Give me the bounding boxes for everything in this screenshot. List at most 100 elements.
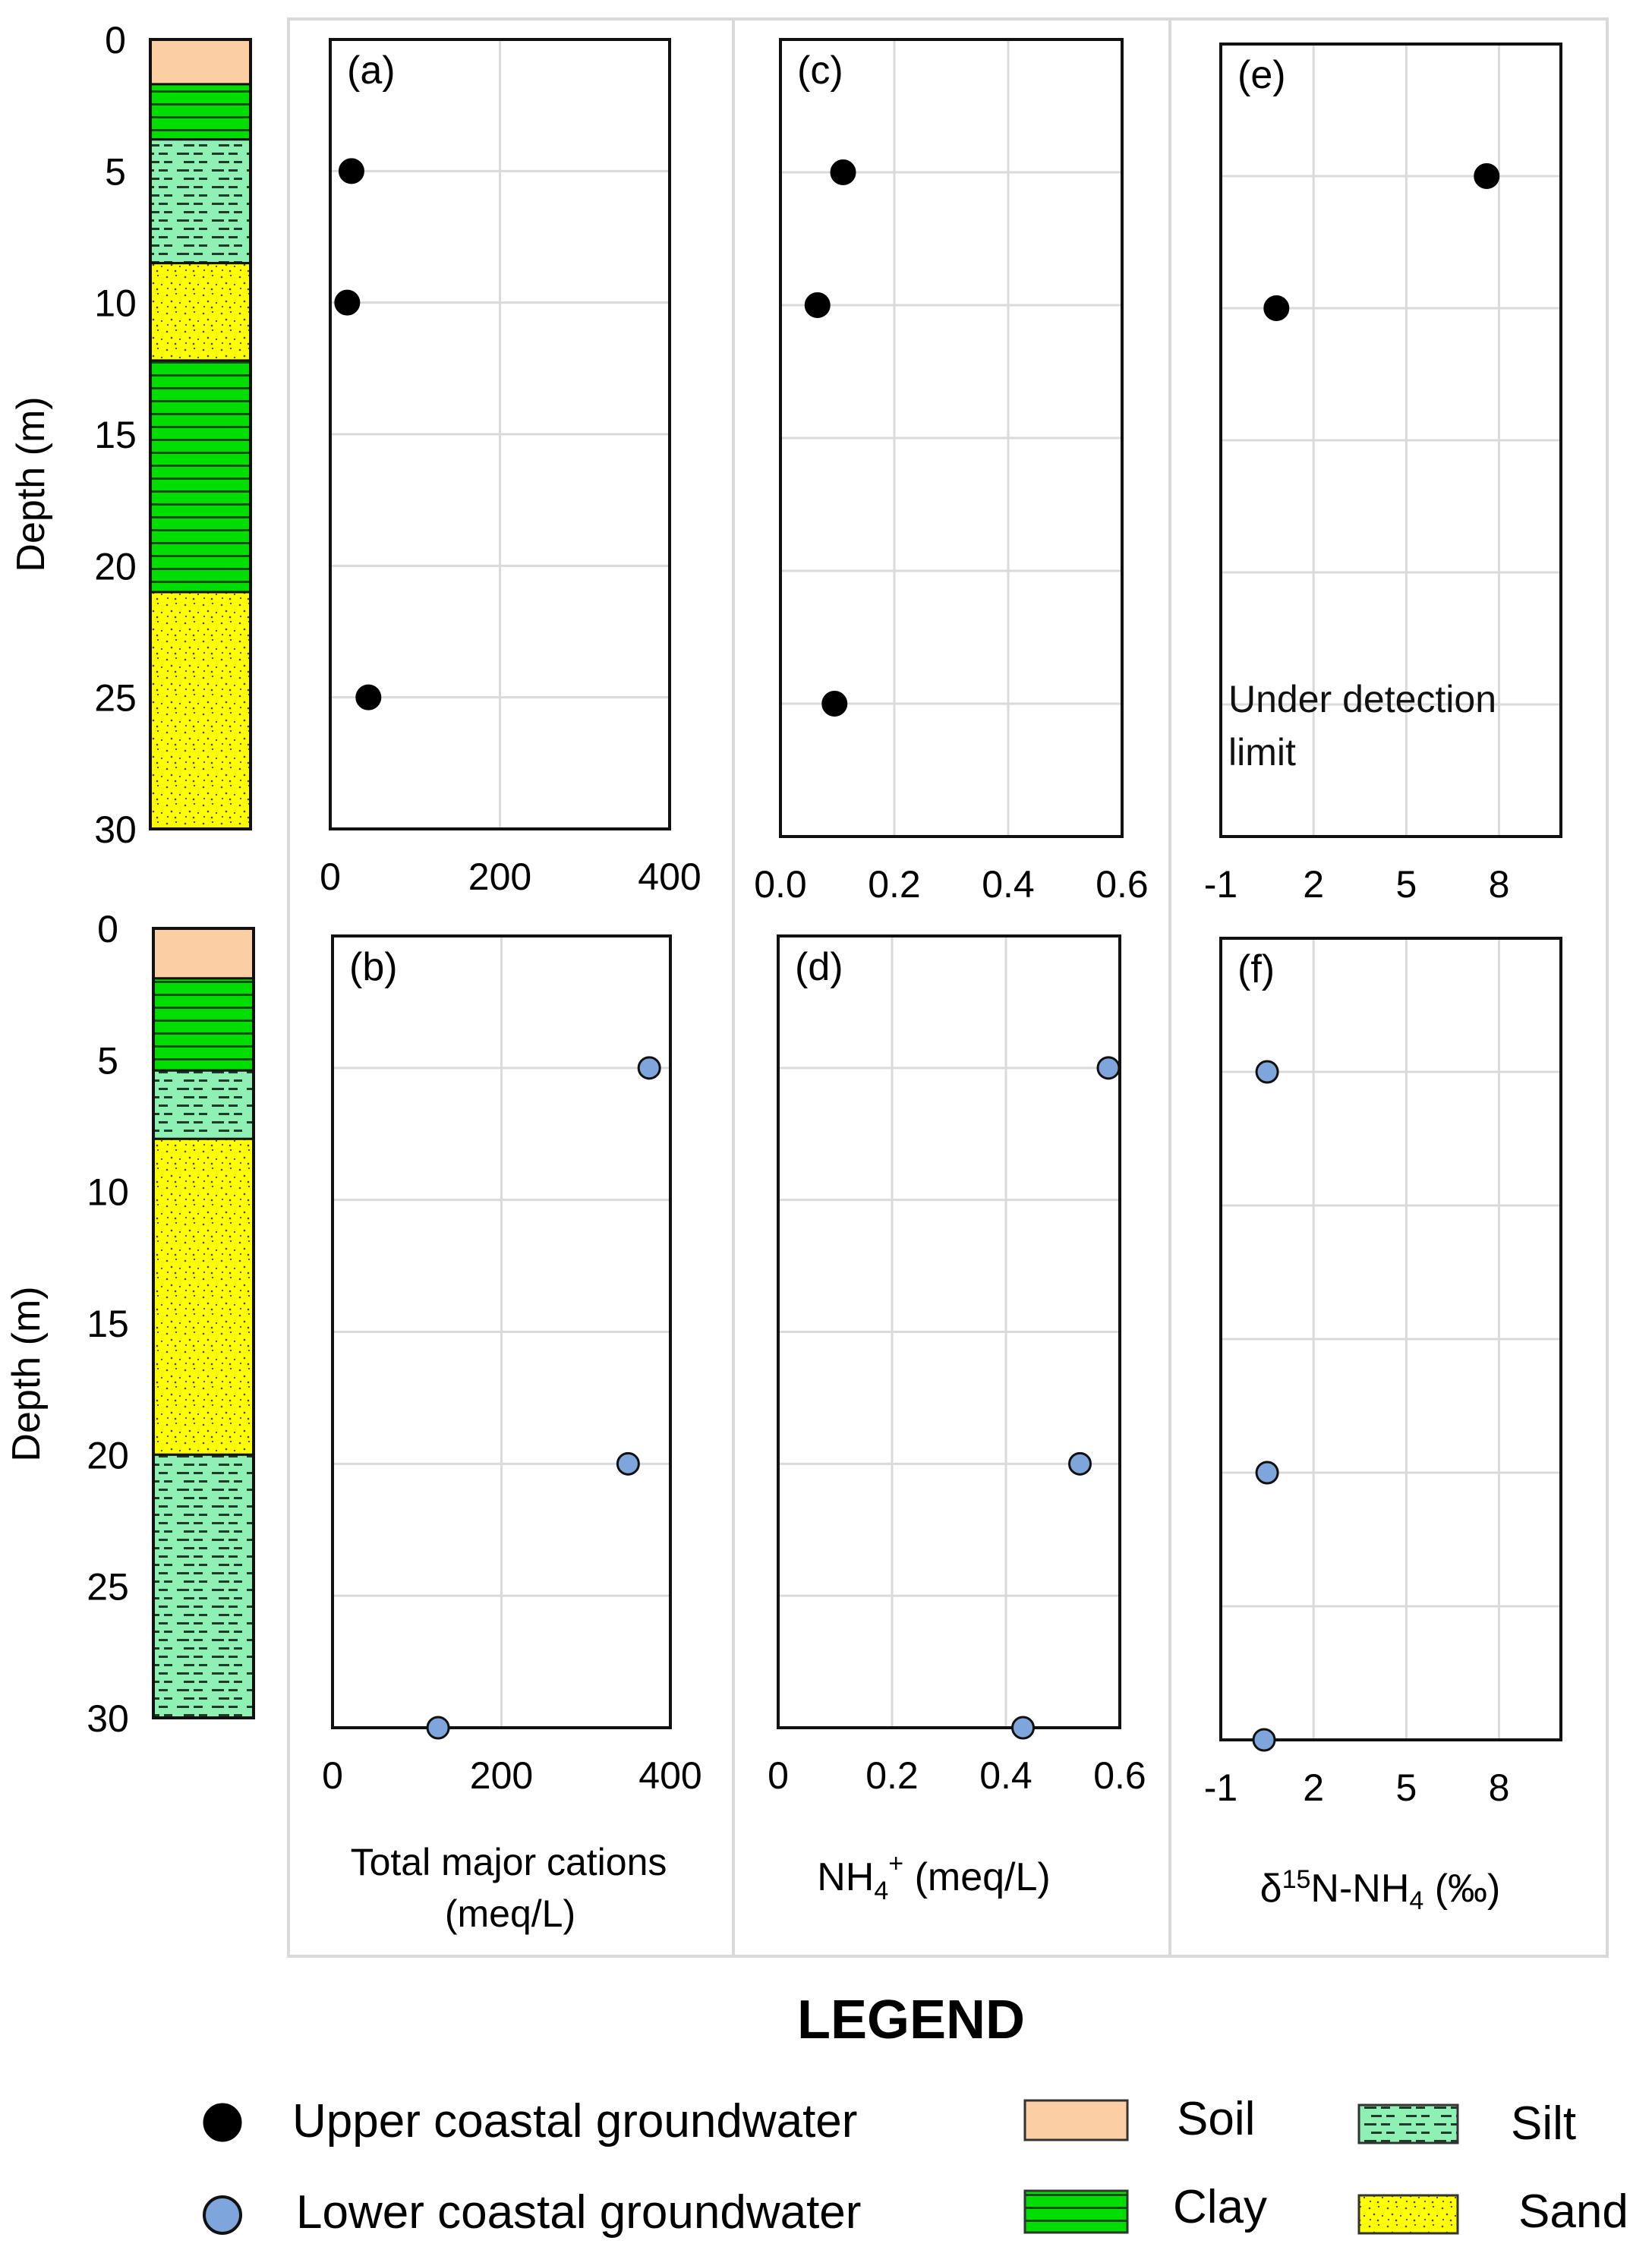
lithology-layer-silt	[152, 1069, 255, 1140]
depth-tick-label: 15	[87, 1303, 129, 1345]
x-tick-label: 2	[1303, 1766, 1324, 1809]
depth-tick-label: 30	[87, 1697, 129, 1740]
depth-tick-label: 15	[94, 414, 137, 456]
data-point	[1263, 295, 1290, 321]
panel-label: (a)	[347, 49, 396, 93]
x-tick-label: 0.2	[865, 1754, 919, 1797]
panel-border	[1219, 43, 1562, 838]
lithology-layer-sand	[149, 262, 252, 362]
panel-border	[779, 38, 1124, 838]
depth-tick-label: 5	[97, 1039, 118, 1082]
d15n-axis-title-mid: N-NH	[1310, 1867, 1409, 1911]
lithology-column-upper	[149, 38, 252, 830]
panel-label: (e)	[1237, 53, 1286, 97]
depth-ticks-lower: 0 5 10 15 20 25 30	[87, 908, 129, 1740]
detection-limit-note-line2: limit	[1228, 731, 1296, 774]
data-point	[1068, 1451, 1092, 1476]
panel-label: (b)	[349, 945, 398, 989]
x-tick-label: -1	[1204, 1766, 1237, 1809]
x-tick-label: 0.6	[1096, 863, 1149, 906]
nh4-axis-title: NH4+ (meq/L)	[817, 1849, 1051, 1905]
x-tick-label: 5	[1395, 863, 1417, 906]
legend-lower-label: Lower coastal groundwater	[296, 2186, 861, 2239]
x-tick-label: 400	[638, 856, 701, 898]
data-point	[355, 684, 382, 711]
data-point	[1474, 163, 1500, 189]
lithology-layer-soil	[149, 38, 252, 86]
x-tick-label: 0.4	[979, 1754, 1032, 1797]
lithology-layer-silt	[152, 1453, 255, 1719]
x-tick-label: 0.2	[868, 863, 921, 906]
lithology-layer-clay	[152, 977, 255, 1072]
x-tick-label: 400	[638, 1754, 701, 1797]
legend-clay-swatch	[1023, 2189, 1129, 2234]
legend-upper-marker	[203, 2103, 242, 2142]
legend-soil-label: Soil	[1177, 2093, 1255, 2145]
cations-axis-title-line1: Total major cations	[351, 1841, 667, 1883]
legend-silt-label: Silt	[1511, 2097, 1576, 2150]
legend-lower-marker	[203, 2195, 242, 2235]
x-tick-label: 2	[1303, 863, 1324, 906]
panel-label: (f)	[1237, 947, 1275, 991]
data-point	[1255, 1461, 1279, 1485]
data-point	[1252, 1728, 1276, 1752]
panel-border	[329, 38, 671, 830]
depth-tick-label: 20	[94, 545, 137, 588]
legend-sand-swatch	[1357, 2194, 1459, 2235]
x-tick-label: -1	[1204, 863, 1237, 906]
depth-tick-label: 25	[94, 677, 137, 720]
panel-label: (c)	[797, 49, 843, 93]
nh4-axis-title-sub: 4	[874, 1877, 888, 1905]
x-tick-label: 0	[322, 1754, 343, 1797]
x-tick-label: 8	[1489, 1766, 1510, 1809]
x-tick-label: 8	[1489, 863, 1510, 906]
panel-label: (d)	[795, 945, 843, 989]
lithology-column-lower	[152, 927, 255, 1719]
data-point	[338, 158, 364, 184]
x-tick-label: 0	[320, 856, 341, 898]
legend-silt-swatch	[1357, 2103, 1459, 2144]
legend-soil-swatch	[1023, 2099, 1129, 2141]
legend-clay-label: Clay	[1173, 2181, 1267, 2233]
depth-tick-label: 5	[105, 150, 126, 193]
legend-sand-label: Sand	[1518, 2185, 1628, 2238]
data-point	[334, 289, 361, 316]
panel-c: (c) 0.0 0.2 0.4 0.6	[754, 38, 1149, 906]
data-point	[616, 1451, 640, 1476]
panel-border	[1219, 937, 1562, 1741]
x-tick-label: 0.4	[982, 863, 1035, 906]
panel-border	[777, 934, 1121, 1729]
depth-tick-label: 0	[97, 908, 118, 950]
d15n-axis-title-sub: 4	[1409, 1886, 1423, 1915]
x-tick-label: 0.0	[754, 863, 807, 906]
panel-d: (d) 0 0.2 0.4 0.6	[768, 934, 1146, 1797]
depth-tick-label: 10	[87, 1171, 129, 1214]
d15n-axis-title-sup: 15	[1282, 1865, 1311, 1894]
panel-a: (a) 0 200 400	[320, 38, 701, 898]
depth-tick-label: 25	[87, 1566, 129, 1609]
lithology-layer-silt	[149, 138, 252, 265]
detection-limit-note-line1: Under detection	[1228, 678, 1496, 720]
cations-axis-title-line2: (meq/L)	[445, 1892, 575, 1935]
depth-ticks-upper: 0 5 10 15 20 25 30	[94, 19, 137, 851]
depth-tick-label: 0	[105, 19, 126, 61]
lithology-layer-sand	[152, 1137, 255, 1456]
nh4-axis-title-unit: (meq/L)	[903, 1855, 1051, 1899]
data-point	[1096, 1056, 1121, 1080]
legend-title: LEGEND	[797, 1990, 1025, 2050]
lithology-column-border	[152, 927, 255, 1719]
depth-tick-label: 30	[94, 808, 137, 851]
x-tick-label: 200	[470, 1754, 533, 1797]
panel-f: (f) -1 2 5 8	[1204, 937, 1562, 1809]
nh4-axis-title-base: NH	[817, 1855, 874, 1899]
x-tick-label: 0.6	[1093, 1754, 1146, 1797]
nh4-axis-title-sup: +	[888, 1849, 903, 1878]
d15n-axis-title-pre: δ	[1260, 1867, 1282, 1911]
lithology-layer-clay	[149, 359, 252, 594]
d15n-axis-title-unit: (‰)	[1423, 1867, 1500, 1911]
depth-tick-label: 10	[94, 282, 137, 325]
x-tick-label: 200	[468, 856, 531, 898]
panel-b: (b) 0 200 400	[322, 934, 702, 1797]
x-tick-label: 5	[1395, 1766, 1417, 1809]
